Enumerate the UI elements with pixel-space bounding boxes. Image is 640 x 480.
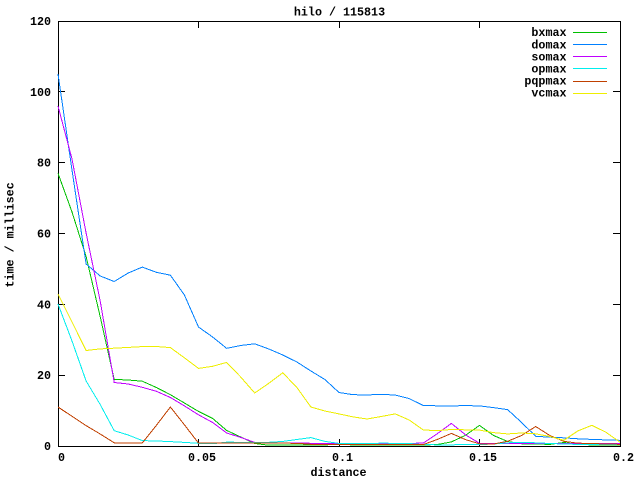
svg-text:0: 0 bbox=[58, 451, 65, 465]
svg-text:40: 40 bbox=[37, 298, 51, 312]
svg-text:80: 80 bbox=[37, 157, 51, 171]
svg-text:opmax: opmax bbox=[531, 62, 566, 76]
svg-text:pqpmax: pqpmax bbox=[524, 75, 566, 89]
svg-text:vcmax: vcmax bbox=[531, 87, 566, 101]
svg-text:somax: somax bbox=[531, 50, 566, 64]
svg-text:time / millisec: time / millisec bbox=[4, 182, 18, 287]
svg-text:bxmax: bxmax bbox=[531, 26, 566, 40]
svg-text:0: 0 bbox=[44, 440, 51, 454]
svg-text:120: 120 bbox=[30, 15, 51, 29]
svg-text:domax: domax bbox=[531, 38, 566, 52]
svg-text:0.15: 0.15 bbox=[469, 451, 497, 465]
svg-text:0.1: 0.1 bbox=[332, 451, 353, 465]
svg-text:0.05: 0.05 bbox=[188, 451, 216, 465]
svg-text:60: 60 bbox=[37, 228, 51, 242]
svg-text:20: 20 bbox=[37, 369, 51, 383]
svg-text:100: 100 bbox=[30, 86, 51, 100]
svg-text:hilo / 115813: hilo / 115813 bbox=[294, 6, 385, 20]
svg-text:distance: distance bbox=[310, 466, 366, 480]
svg-text:0.2: 0.2 bbox=[613, 451, 634, 465]
